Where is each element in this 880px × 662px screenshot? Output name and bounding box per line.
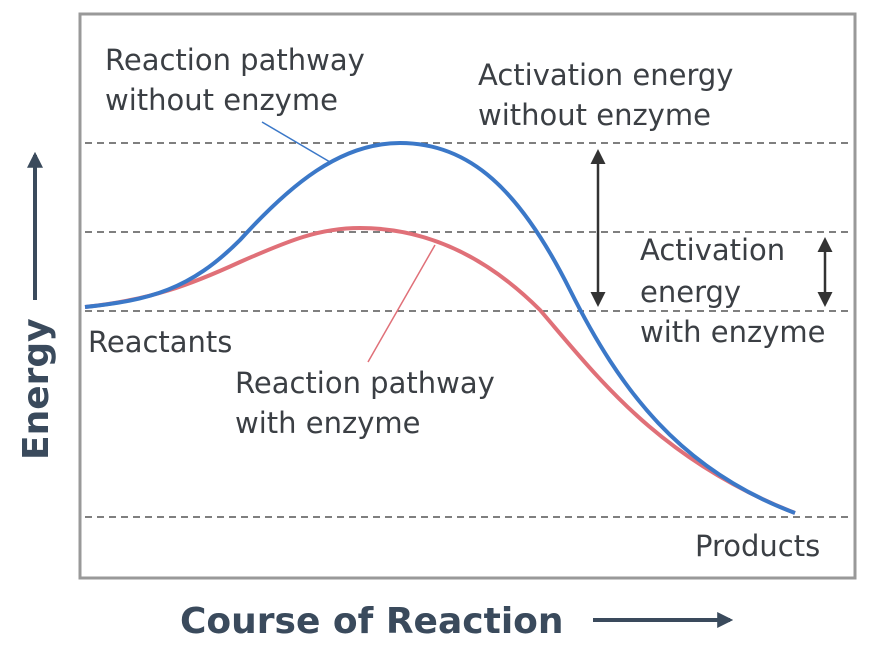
label: with enzyme [640,315,825,349]
curve-with-enzyme [84,225,796,515]
frame [78,12,857,580]
label: with enzyme [235,406,420,440]
label: Reaction pathway [105,43,365,77]
label: without enzyme [105,83,338,117]
label: Activation [640,233,785,267]
label: Activation energy [478,58,733,92]
label: Reactants [88,325,232,359]
label: Products [695,529,820,563]
label: Reaction pathway [235,366,495,400]
curve-without-enzyme [84,140,796,515]
y-axis-label: Energy [16,318,57,460]
label: energy [640,275,741,309]
pointer [261,121,331,163]
pointer [367,244,436,363]
label: without enzyme [478,98,711,132]
x-axis-label: Course of Reaction [180,601,564,642]
